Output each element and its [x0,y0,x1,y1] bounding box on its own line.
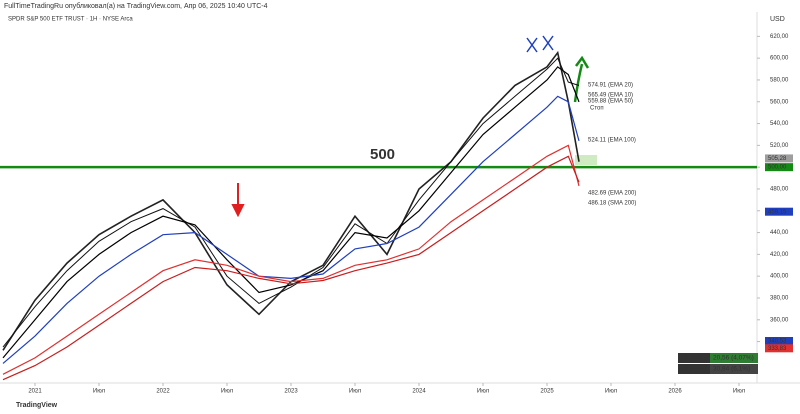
atr-value: 30,84 (6,1%) [713,366,750,373]
price-tag-label: 500,00 [768,165,787,171]
annotation: 524.11 (EMA 100) [588,138,636,144]
x-tick-label: Июл [605,389,618,395]
atr-label: 1 ATR [684,355,702,362]
y-tick-label: 540,00 [770,121,789,127]
atr-value: 20,56 (4,07%) [713,355,754,362]
y-tick-label: 400,00 [770,274,789,280]
y-tick-label: 360,00 [770,317,789,323]
level-label: 500 [370,146,395,163]
currency: USD [770,16,785,23]
y-tick-label: 380,00 [770,296,789,302]
zone [575,155,597,165]
atr-box [678,364,710,374]
atr-box [678,353,710,363]
series-line [2,155,580,381]
x-tick-label: Июл [349,389,362,395]
price-tag [765,154,793,163]
price-tag-label: 505,28 [768,156,787,162]
price-tag [765,336,793,345]
y-tick-label: 580,00 [770,78,789,84]
y-tick-label: 560,00 [770,99,789,105]
y-tick-label: 520,00 [770,143,789,149]
x-tick-label: Июл [221,389,234,395]
y-tick-label: 620,00 [770,34,789,40]
price-tag [765,163,793,172]
series-line [2,95,580,364]
atr-box [710,364,758,374]
x-tick-label: Июл [733,389,746,395]
price-tag [765,344,793,353]
x-tick-label: 2021 [28,389,42,395]
x-tick-label: 2026 [668,389,682,395]
annotation: 559.88 (EMA 50) [588,99,633,105]
price-tag-label: 340,53 [768,339,787,345]
marker [526,35,554,53]
annotation: 482.69 (EMA 200) [588,191,636,197]
x-tick-label: 2023 [284,389,298,395]
x-tick-label: 2024 [412,389,426,395]
annotation: 565.49 (EMA 10) [588,93,633,99]
y-tick-label: 600,00 [770,56,789,62]
arrow [231,183,245,218]
annotation: 486.18 (SMA 200) [588,201,636,207]
arrow [573,55,590,103]
brand: TradingView [16,402,58,409]
price-tag-label: 459,15 [768,209,787,215]
y-tick-label: 480,00 [770,187,789,193]
x-tick-label: 2022 [156,389,170,395]
chart-title: SPDR S&P 500 ETF TRUST · 1H · NYSE Arca [8,17,133,23]
annotation: 574.91 (EMA 20) [588,83,633,89]
atr-label: 1,5 ATR [684,366,707,373]
series-line [2,50,580,351]
y-tick-label: 420,00 [770,252,789,258]
series-line [2,144,580,375]
atr-box [710,353,758,363]
x-tick-label: 2025 [540,389,554,395]
header: FullTimeTradingRu опубликовал(а) на Trad… [4,2,268,10]
series-line [2,57,580,348]
x-tick-label: Июл [477,389,490,395]
y-tick-label: 440,00 [770,230,789,236]
x-tick-label: Июл [93,389,106,395]
price-tag-label: 333,83 [768,346,787,352]
price-tag [765,207,793,216]
series-line [2,66,580,359]
annotation: Стоп [590,106,604,112]
